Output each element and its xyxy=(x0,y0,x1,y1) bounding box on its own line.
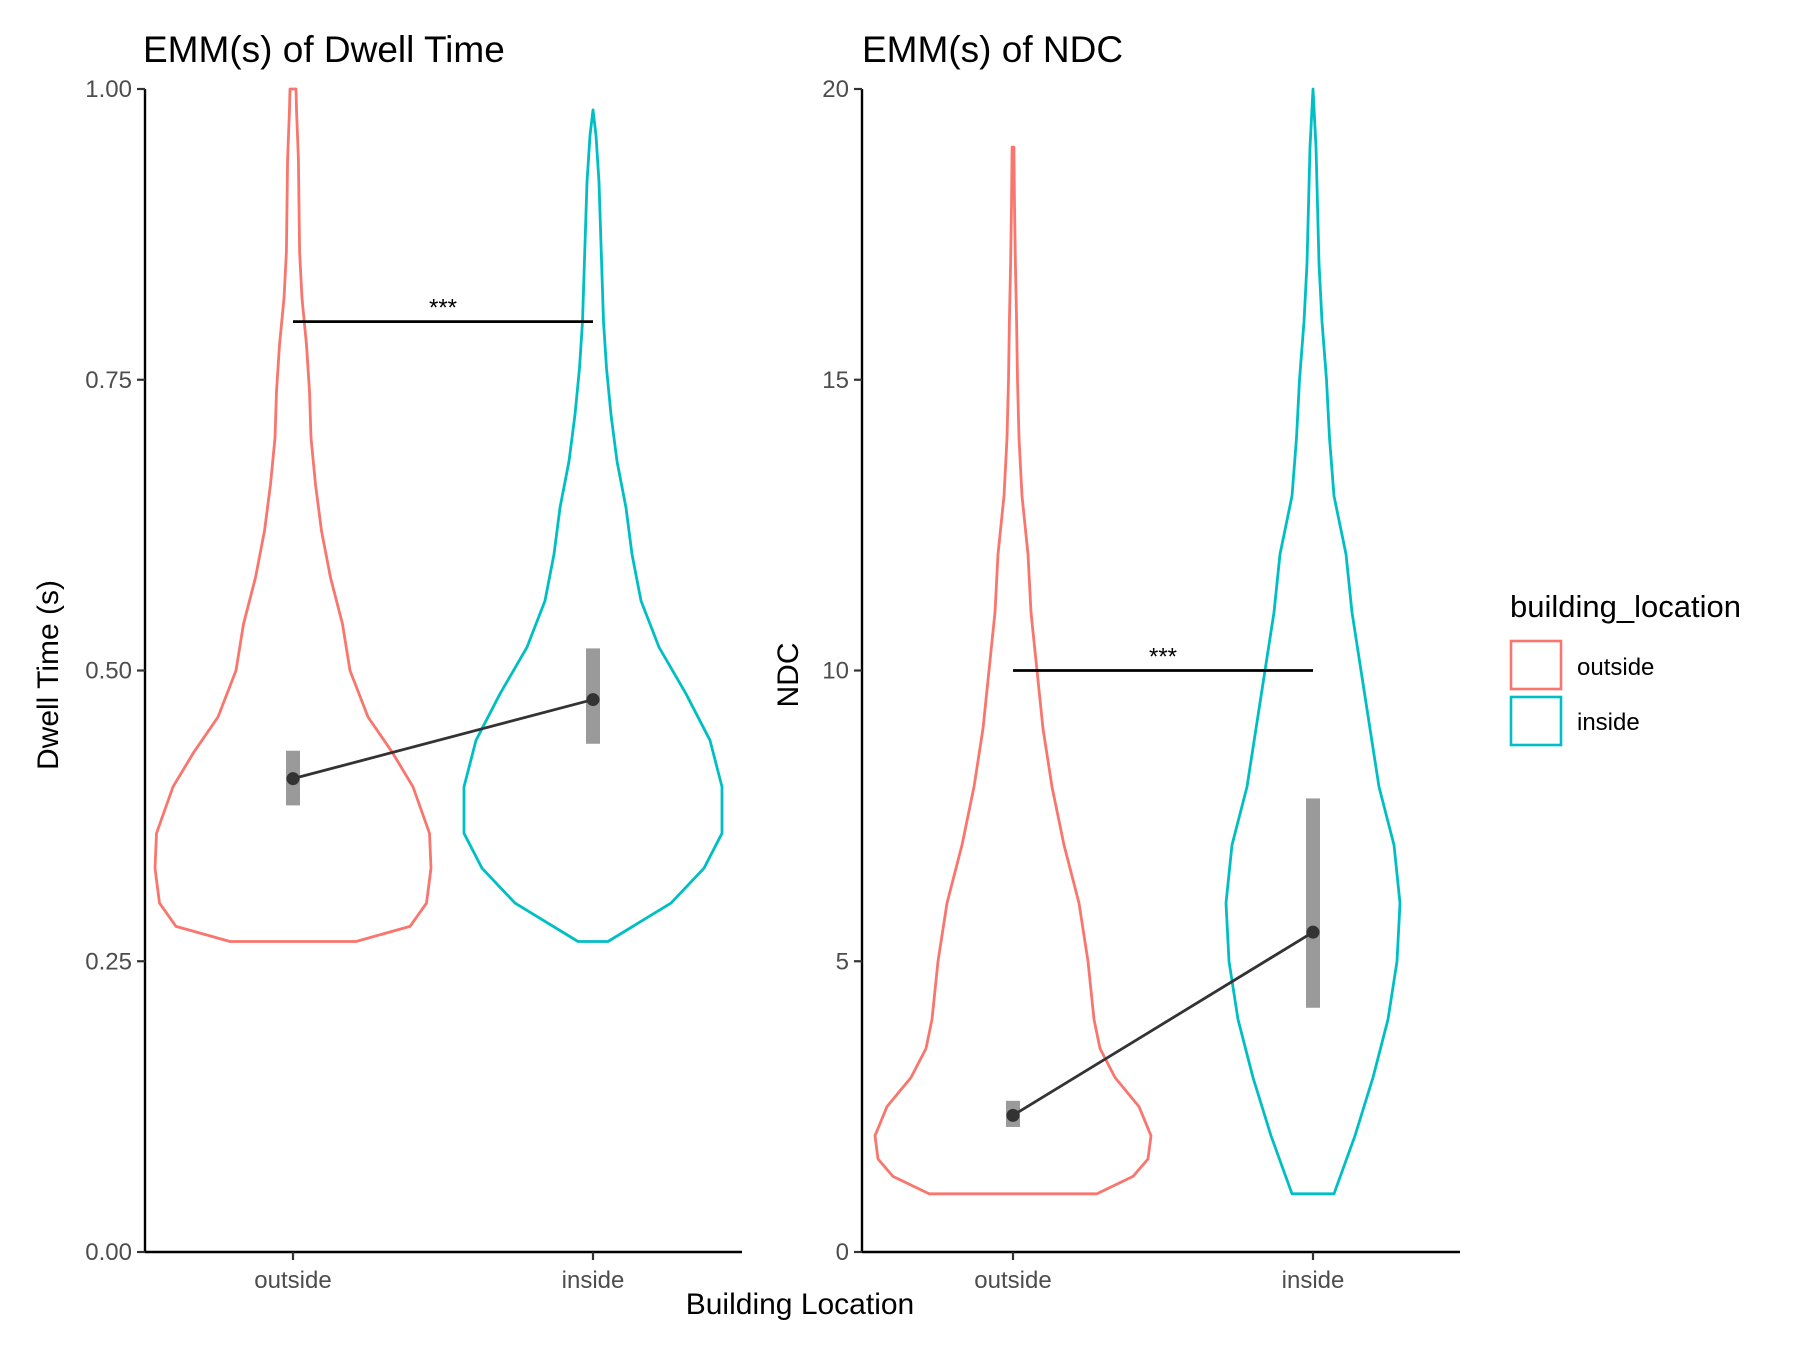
y-tick-label: 1.00 xyxy=(85,76,132,103)
legend-title: building_location xyxy=(1510,589,1741,624)
x-tick-label: outside xyxy=(254,1267,331,1294)
violin-outside xyxy=(873,145,1153,1196)
y-tick-label: 0 xyxy=(836,1239,849,1266)
legend-label-inside: inside xyxy=(1577,709,1640,736)
violin-inside xyxy=(1224,87,1402,1196)
violin-inside xyxy=(462,108,724,943)
y-tick-label: 5 xyxy=(836,948,849,975)
ci-bar-inside xyxy=(1306,798,1320,1008)
panel-ndc: EMM(s) of NDC NDC *** 0 5 10 15 20 outside insi… xyxy=(772,29,1460,1294)
legend-label-outside: outside xyxy=(1577,654,1654,681)
emm-point-outside xyxy=(286,772,300,786)
x-tick-label: inside xyxy=(1282,1267,1345,1294)
emm-point-outside xyxy=(1006,1108,1020,1122)
y-tick-label: 0.00 xyxy=(85,1239,132,1266)
legend-key-outside xyxy=(1509,639,1563,691)
panel-title: EMM(s) of NDC xyxy=(862,29,1123,70)
panel-dwell-time: EMM(s) of Dwell Time Dwell Time (s) *** 0… xyxy=(32,29,742,1294)
panel-title: EMM(s) of Dwell Time xyxy=(143,29,505,70)
significance-label: *** xyxy=(429,295,457,322)
emm-point-inside xyxy=(1306,925,1320,939)
emm-point-inside xyxy=(586,693,600,707)
y-tick-label: 10 xyxy=(822,658,849,685)
y-tick-label: 0.75 xyxy=(85,367,132,394)
emm-line xyxy=(292,698,594,781)
x-axis-title: Building Location xyxy=(686,1288,915,1321)
y-axis-title: Dwell Time (s) xyxy=(32,580,65,770)
y-tick-label: 15 xyxy=(822,367,849,394)
legend-key-inside xyxy=(1509,695,1563,747)
y-tick-label: 0.50 xyxy=(85,658,132,685)
x-tick-label: outside xyxy=(974,1267,1051,1294)
legend: building_location outside inside xyxy=(1509,589,1741,747)
y-axis-title: NDC xyxy=(772,643,805,708)
violin-outside xyxy=(153,87,433,943)
emm-line xyxy=(1012,930,1314,1117)
y-tick-label: 20 xyxy=(822,76,849,103)
y-tick-label: 0.25 xyxy=(85,948,132,975)
x-tick-label: inside xyxy=(562,1267,625,1294)
significance-label: *** xyxy=(1149,644,1177,671)
